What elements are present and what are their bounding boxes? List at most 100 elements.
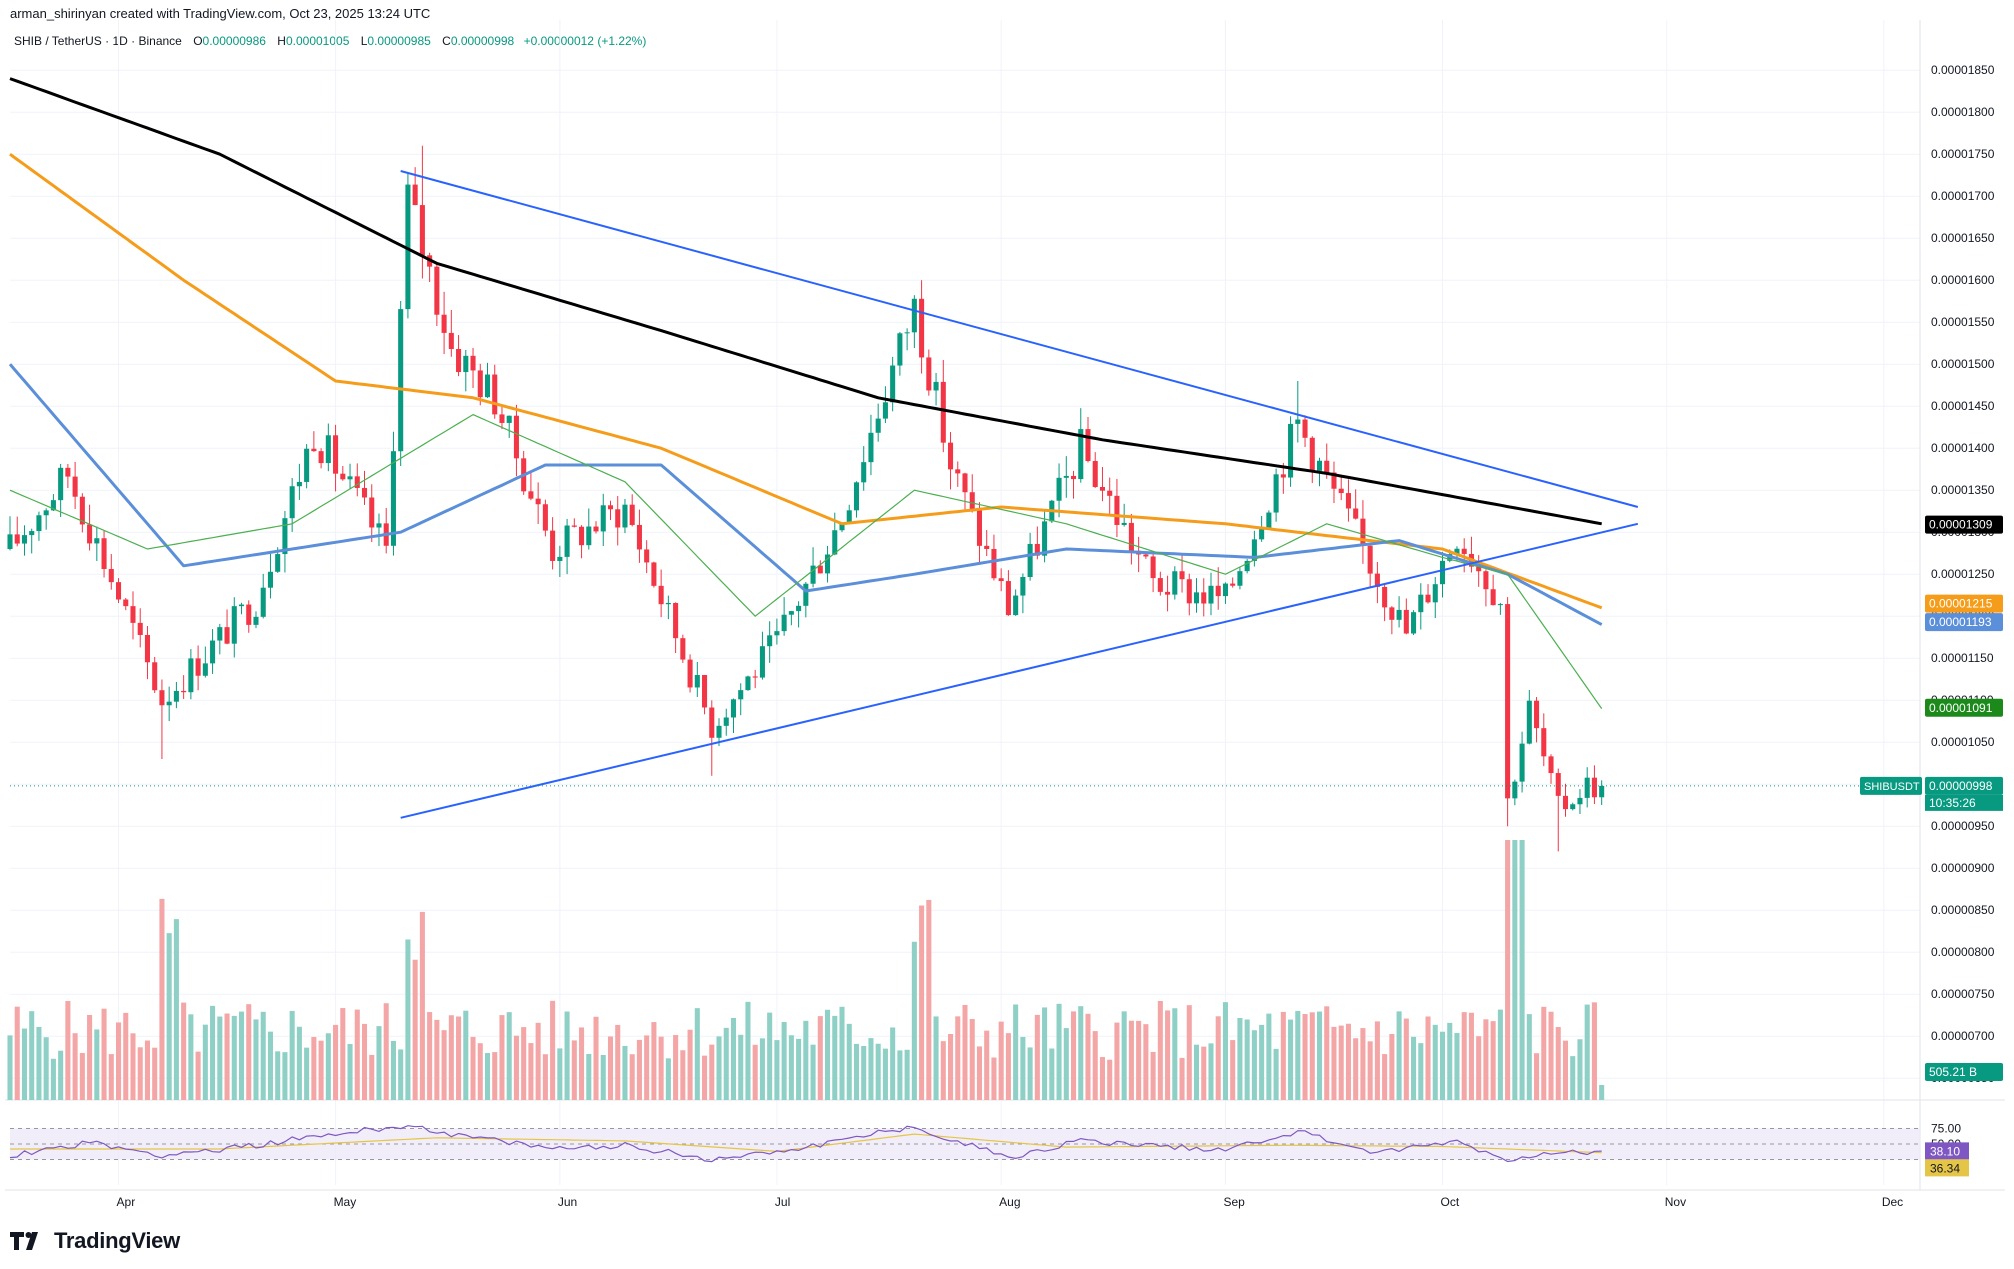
candle-body xyxy=(1114,495,1120,525)
last-price-tag-text: 0.00000998 xyxy=(1929,779,1993,793)
volume-bar xyxy=(955,1016,961,1100)
candle-body xyxy=(1085,429,1091,462)
ascending-trendline xyxy=(400,522,1639,819)
candle-body xyxy=(456,348,462,373)
volume-bar xyxy=(369,1054,375,1100)
low-value: 0.00000985 xyxy=(367,34,431,48)
volume-bar xyxy=(289,1010,295,1100)
volume-bar xyxy=(1114,1022,1120,1100)
candle-body xyxy=(933,381,939,391)
volume-bar xyxy=(1201,1046,1207,1100)
volume-bar xyxy=(969,1019,975,1100)
volume-bar xyxy=(456,1016,462,1100)
tradingview-wordmark: TradingView xyxy=(54,1228,180,1253)
close-label: C xyxy=(442,34,451,48)
candle-body xyxy=(376,523,382,528)
volume-bar xyxy=(181,1002,187,1100)
volume-tag-bg xyxy=(1925,1063,2003,1081)
candle-body xyxy=(123,599,129,607)
candle-body xyxy=(1042,521,1048,556)
candle-body xyxy=(1454,548,1460,555)
candle-body xyxy=(29,531,35,536)
volume-bar xyxy=(1215,1016,1221,1100)
countdown-tag: 10:35:26 xyxy=(1925,794,2003,811)
ma-100-price-tag-bg xyxy=(1925,594,2003,613)
candle-body xyxy=(1548,756,1554,774)
volume-bar xyxy=(1157,1000,1163,1100)
candle-body xyxy=(304,448,310,482)
volume-bar xyxy=(940,1041,946,1100)
volume-bar xyxy=(159,898,165,1100)
volume-bar xyxy=(499,1015,505,1100)
volume-bar xyxy=(1273,1048,1279,1100)
candle-body xyxy=(535,498,541,505)
candle-body xyxy=(1295,419,1301,424)
volume-bar xyxy=(1230,1040,1236,1100)
tradingview-logo-icon xyxy=(10,1232,38,1250)
candle-body xyxy=(1143,554,1149,557)
volume-bar xyxy=(1208,1043,1214,1100)
candle-body xyxy=(1302,419,1308,438)
volume-bar xyxy=(1338,1025,1344,1100)
volume-bar xyxy=(361,1023,368,1100)
volume-bar xyxy=(1280,1011,1286,1100)
candle-body xyxy=(687,659,693,688)
volume-bar xyxy=(398,1049,404,1100)
candle-body xyxy=(419,205,425,256)
volume-bar xyxy=(658,1036,664,1100)
volume-bar xyxy=(579,1027,585,1100)
ma-200-line xyxy=(9,77,1602,526)
volume-bar xyxy=(513,1035,519,1100)
volume-bar xyxy=(1425,1016,1431,1100)
candle-body xyxy=(1121,522,1127,525)
volume-bar xyxy=(803,1020,809,1100)
candle-body xyxy=(897,333,903,366)
candle-body xyxy=(745,676,751,691)
volume-bar xyxy=(318,1040,324,1100)
volume-bar xyxy=(1541,1006,1547,1100)
month-label: May xyxy=(334,1195,357,1209)
candle-body xyxy=(709,707,715,738)
candle-body xyxy=(296,481,302,487)
candle-body xyxy=(1027,543,1033,577)
volume-bar xyxy=(506,1012,512,1100)
volume-bar xyxy=(1534,1053,1540,1100)
candle-body xyxy=(890,365,896,403)
volume-bar xyxy=(1316,1011,1323,1100)
volume-bar xyxy=(1128,1020,1134,1100)
candle-body xyxy=(738,690,744,700)
volume-bar xyxy=(65,1001,71,1100)
volume-bar xyxy=(246,1004,252,1100)
candle-body xyxy=(152,662,158,691)
volume-bar xyxy=(1288,1019,1294,1100)
volume-bar xyxy=(427,1012,433,1100)
ma-200-price-tag-bg xyxy=(1925,515,2003,534)
candle-body xyxy=(412,184,418,206)
candle-body xyxy=(253,616,259,625)
candle-body xyxy=(58,467,64,501)
rsi-tag-bg xyxy=(1925,1142,1969,1160)
volume-bar xyxy=(333,1024,339,1100)
candle-body xyxy=(593,526,599,532)
volume-bar xyxy=(680,1050,686,1100)
volume-bar xyxy=(673,1035,679,1100)
candle-body xyxy=(969,492,975,509)
volume-bar xyxy=(7,1035,13,1100)
candle-body xyxy=(108,569,114,583)
volume-bar xyxy=(144,1040,150,1100)
volume-bar xyxy=(890,1027,896,1100)
month-label: Sep xyxy=(1223,1195,1245,1209)
candle-body xyxy=(477,370,483,398)
volume-bar xyxy=(1432,1024,1438,1100)
volume-bar xyxy=(1085,1013,1091,1100)
candle-body xyxy=(21,535,28,544)
candle-body xyxy=(911,298,917,333)
volume-bar xyxy=(665,1058,671,1100)
volume-bar xyxy=(615,1024,621,1100)
candle-body xyxy=(600,505,606,532)
candle-body xyxy=(72,476,78,497)
candle-body xyxy=(36,515,42,532)
volume-bar xyxy=(810,1044,816,1100)
volume-bar xyxy=(730,1017,737,1100)
